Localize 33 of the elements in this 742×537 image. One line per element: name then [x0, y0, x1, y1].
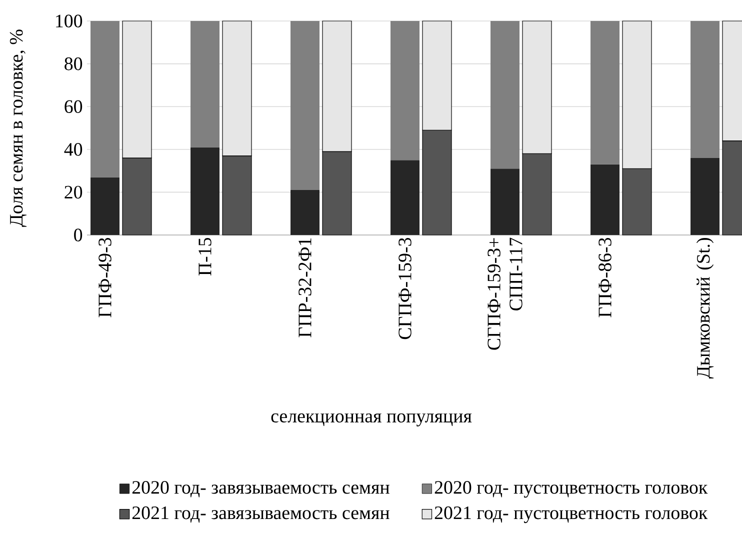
- x-tick-label: СГПФ-159-3+ СПП-117: [488, 238, 522, 350]
- y-tick-label: 80: [64, 57, 82, 70]
- y-tick-label: 100: [56, 14, 82, 28]
- bar: [390, 20, 420, 160]
- legend-label: 2021 год- пустоцветность головок: [434, 506, 708, 524]
- legend-label: 2021 год- завязываемость семян: [132, 506, 390, 523]
- bar: [90, 20, 120, 178]
- legend-label: 2020 год- пустоцветность головок: [434, 481, 708, 498]
- x-axis-title: селекционная популяция: [271, 413, 472, 426]
- bar: [690, 20, 720, 158]
- bar: [590, 20, 620, 164]
- x-tick-label: ГПФ-49-3: [98, 238, 112, 318]
- y-tick-label: 20: [64, 186, 82, 199]
- legend-label: 2020 год- завязываемость семян: [132, 481, 390, 498]
- bar: [290, 190, 320, 235]
- bar: [490, 168, 520, 235]
- x-tick-label: ГПФ-86-3: [598, 238, 612, 318]
- bar: [290, 20, 320, 190]
- y-tick-label: 0: [74, 228, 82, 242]
- bar: [690, 158, 720, 235]
- bar: [490, 20, 520, 169]
- x-tick-label: СГПФ-159-3: [398, 238, 412, 340]
- y-tick-label: 40: [64, 143, 82, 156]
- x-tick-label: ГПР-32-2Ф1: [298, 238, 312, 338]
- bar: [190, 147, 220, 235]
- bar: [390, 160, 420, 235]
- y-tick-label: 60: [64, 100, 82, 113]
- bar: [90, 177, 120, 235]
- bar: [190, 20, 220, 148]
- x-tick-label: Дымковский (St.): [696, 238, 714, 378]
- y-axis-title: Доля семян в головке, %: [10, 30, 27, 227]
- bar: [590, 164, 620, 235]
- x-tick-label: П-15: [198, 238, 212, 276]
